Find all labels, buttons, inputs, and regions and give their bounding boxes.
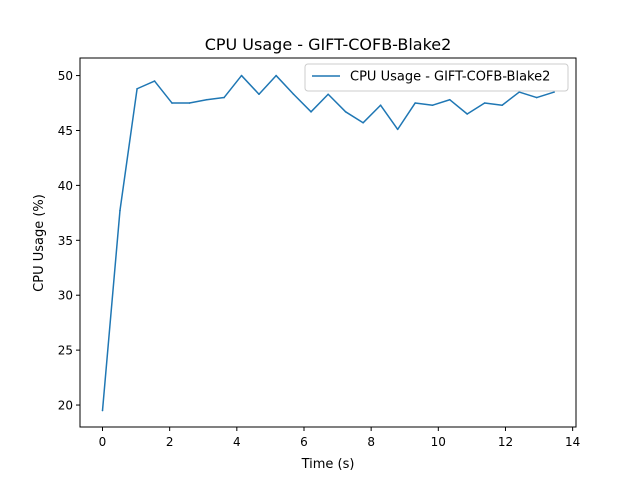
data-point bbox=[327, 93, 329, 96]
legend-box bbox=[304, 63, 569, 92]
x-axis-ticks: 0 2 4 6 8 10 12 14 bbox=[99, 427, 580, 449]
data-point bbox=[258, 93, 260, 96]
data-point bbox=[483, 102, 486, 104]
data-point bbox=[119, 209, 121, 212]
x-axis-label: Time (s) bbox=[301, 457, 355, 472]
x-tick-label: 4 bbox=[233, 435, 241, 449]
y-tick-label: 45 bbox=[58, 124, 73, 138]
data-point bbox=[553, 91, 555, 93]
data-point bbox=[205, 98, 208, 101]
data-point bbox=[518, 91, 521, 93]
x-tick-label: 6 bbox=[300, 435, 308, 449]
y-tick-label: 20 bbox=[58, 399, 73, 413]
data-point bbox=[136, 87, 138, 90]
data-point bbox=[396, 128, 399, 131]
data-point bbox=[379, 104, 382, 107]
y-tick-label: 50 bbox=[58, 69, 73, 83]
y-tick-label: 30 bbox=[58, 289, 73, 303]
y-tick-label: 25 bbox=[58, 344, 73, 358]
x-tick-label: 2 bbox=[166, 435, 174, 449]
data-point bbox=[501, 104, 503, 107]
plot-area bbox=[101, 74, 555, 412]
data-point bbox=[448, 98, 451, 101]
data-point bbox=[275, 74, 277, 77]
x-tick-label: 14 bbox=[565, 435, 580, 449]
x-tick-label: 12 bbox=[498, 435, 513, 449]
data-point bbox=[240, 74, 243, 77]
axes-frame bbox=[79, 57, 577, 428]
data-point bbox=[223, 96, 225, 99]
data-point bbox=[101, 409, 104, 412]
chart-title: CPU Usage - GIFT-COFB-Blake2 bbox=[205, 35, 452, 54]
y-tick-label: 35 bbox=[58, 234, 73, 248]
data-point bbox=[310, 111, 312, 113]
x-tick-label: 8 bbox=[367, 435, 375, 449]
data-point bbox=[344, 111, 347, 113]
legend: CPU Usage - GIFT-COFB-Blake2 bbox=[304, 63, 569, 92]
data-point bbox=[292, 93, 295, 96]
data-point bbox=[466, 113, 468, 115]
y-axis-label: CPU Usage (%) bbox=[32, 194, 47, 292]
x-tick-label: 10 bbox=[431, 435, 446, 449]
data-point bbox=[153, 80, 156, 82]
data-point bbox=[535, 96, 538, 99]
y-tick-label: 40 bbox=[58, 179, 73, 193]
data-point bbox=[414, 102, 416, 104]
data-point bbox=[431, 104, 434, 107]
data-point bbox=[171, 102, 173, 104]
legend-label: CPU Usage - GIFT-COFB-Blake2 bbox=[350, 70, 550, 85]
y-axis-ticks: 20 25 30 35 40 45 50 bbox=[58, 69, 80, 413]
data-point bbox=[188, 102, 191, 104]
x-tick-label: 0 bbox=[99, 435, 107, 449]
data-point bbox=[362, 121, 364, 124]
